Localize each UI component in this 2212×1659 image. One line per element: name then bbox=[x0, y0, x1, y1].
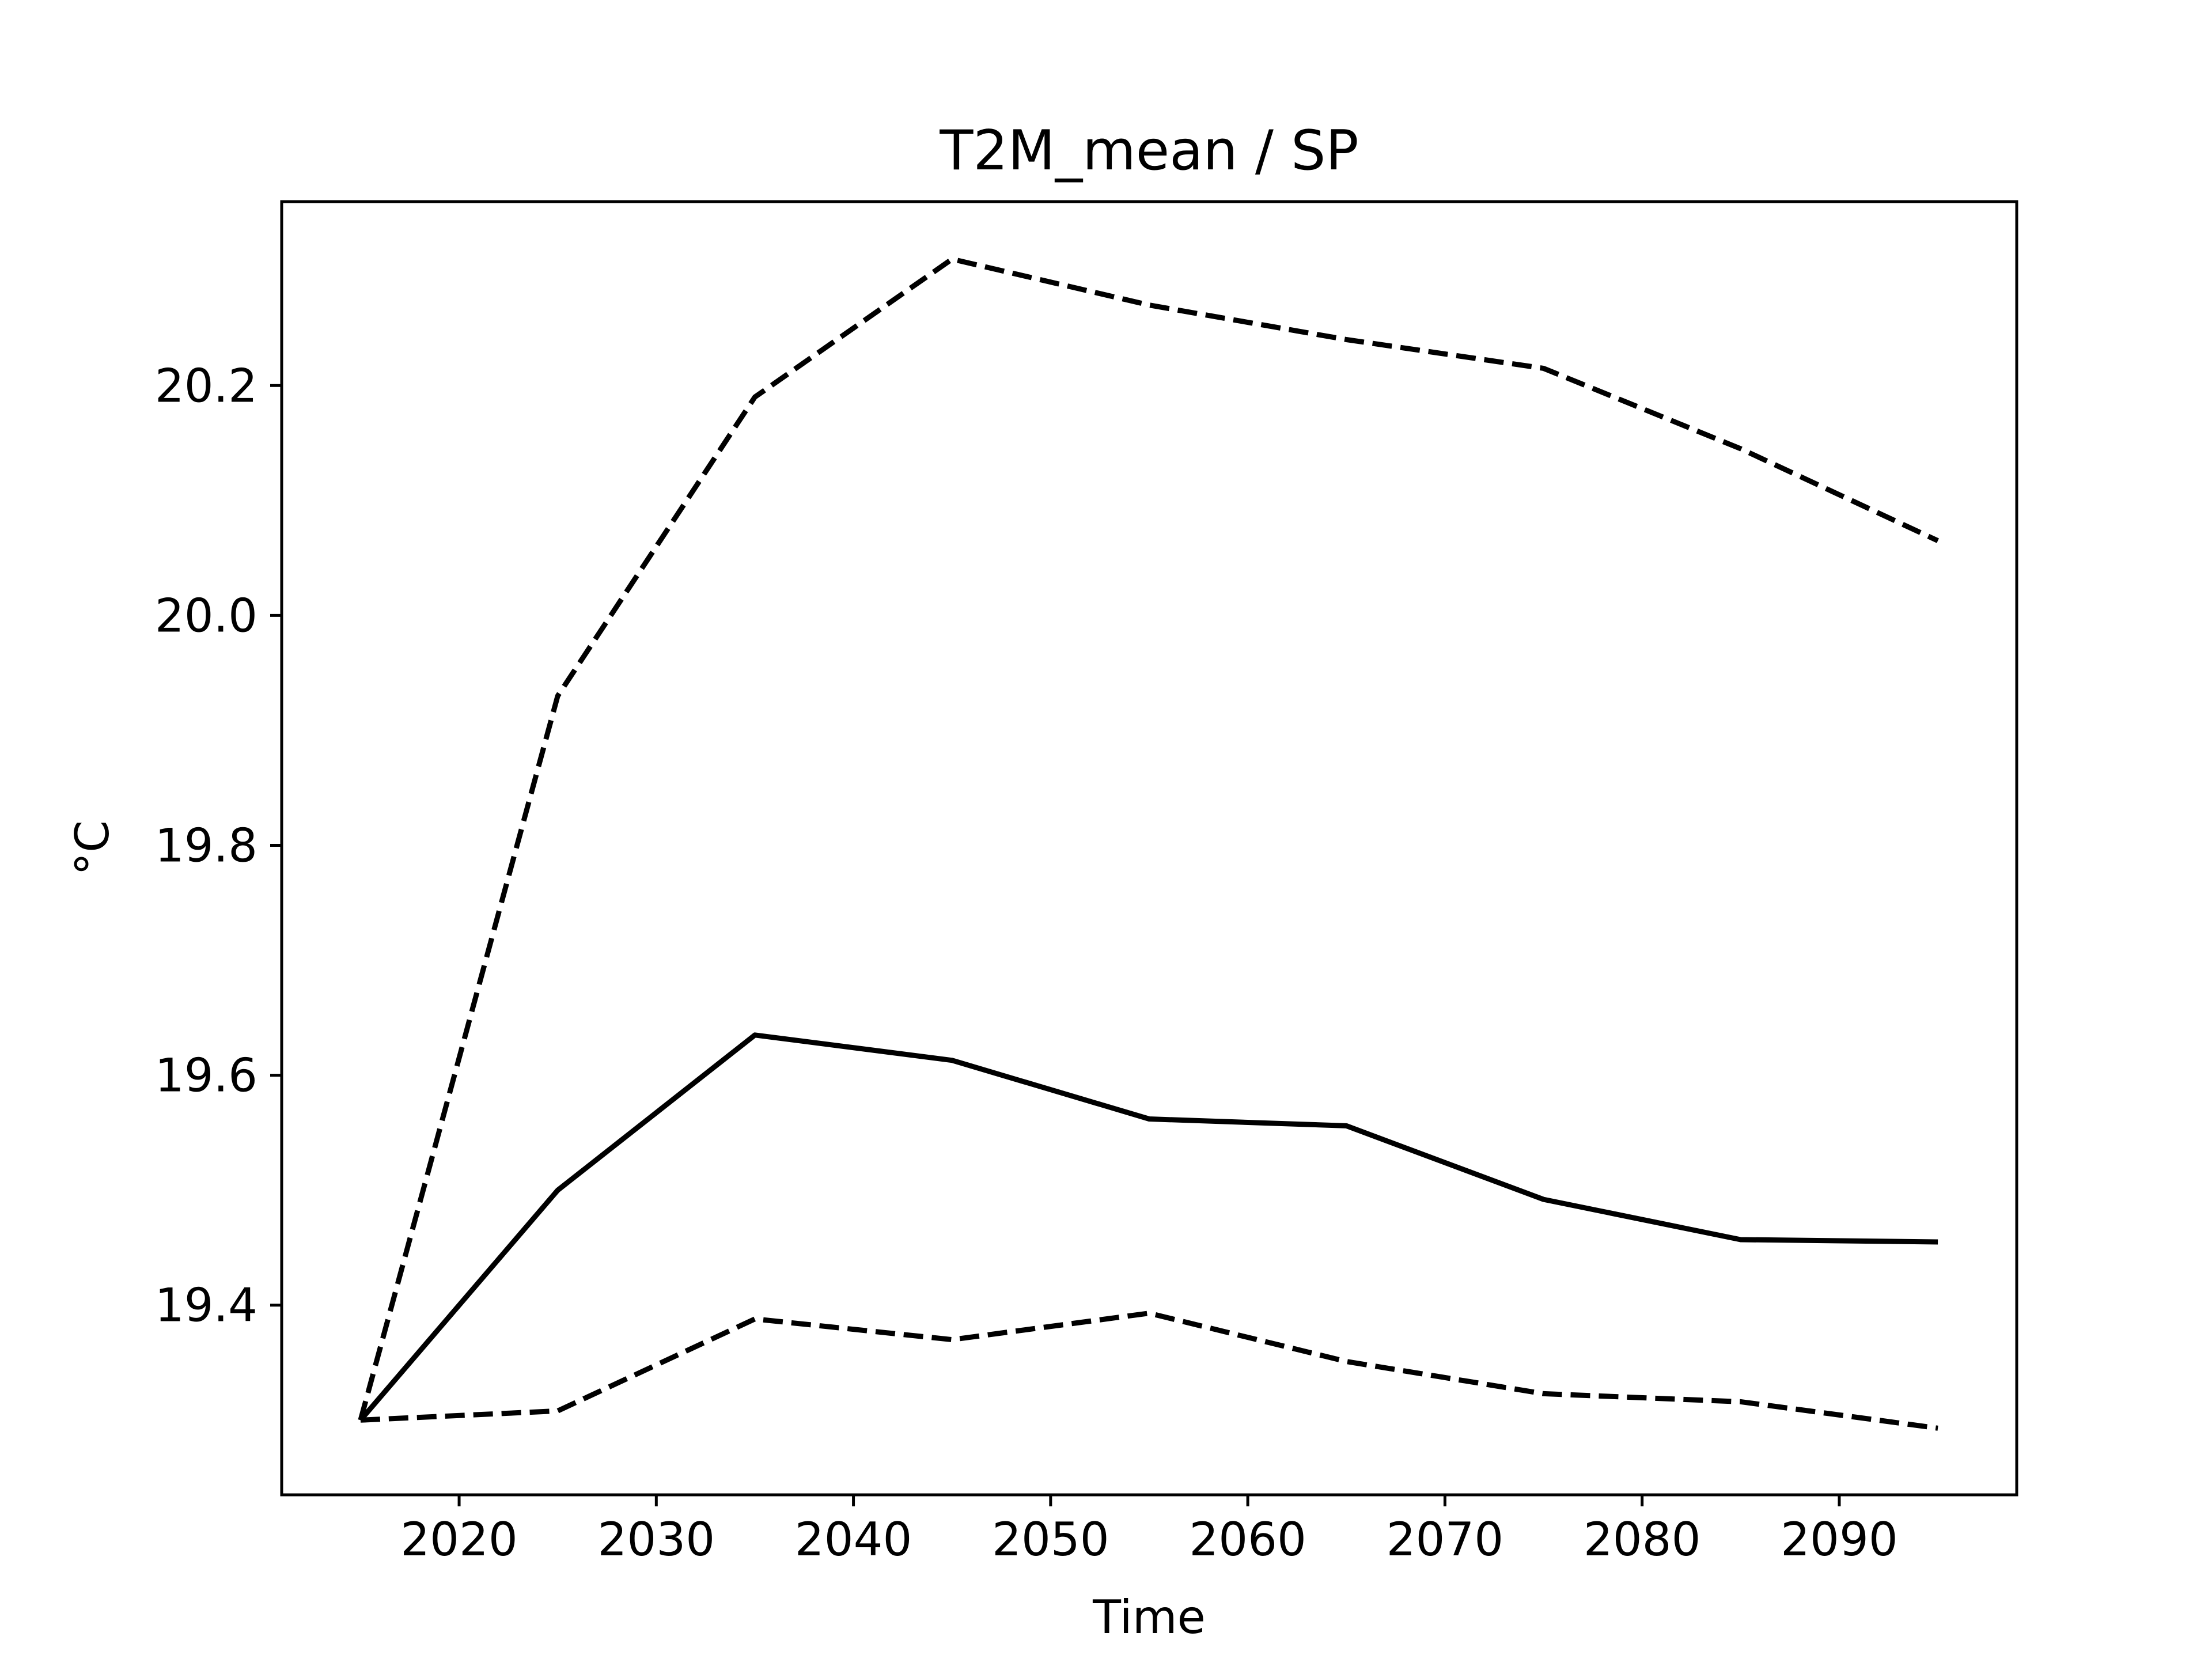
x-axis: 2020 2030 2040 2050 2060 2070 2080 2090 bbox=[400, 1495, 1898, 1566]
x-tick-label: 2060 bbox=[1189, 1513, 1306, 1566]
chart-title: T2M_mean / SP bbox=[939, 119, 1358, 183]
y-axis: 19.4 19.6 19.8 20.0 20.2 bbox=[155, 359, 282, 1332]
x-tick-label: 2050 bbox=[992, 1513, 1109, 1566]
y-tick-label: 19.6 bbox=[155, 1049, 257, 1103]
dashed-series-line-0 bbox=[358, 256, 1940, 1421]
x-tick-label: 2020 bbox=[400, 1513, 518, 1566]
solid-series-line-1 bbox=[358, 1032, 1938, 1422]
series-layer bbox=[358, 256, 1940, 1431]
plot-area-frame bbox=[280, 200, 2018, 1497]
x-tick-label: 2030 bbox=[598, 1513, 715, 1566]
x-tick-label: 2090 bbox=[1781, 1513, 1898, 1566]
x-tick-label: 2080 bbox=[1584, 1513, 1701, 1566]
y-axis-label: °C bbox=[66, 820, 119, 876]
dashed-series-line-2 bbox=[360, 1310, 1938, 1431]
x-tick-label: 2040 bbox=[795, 1513, 912, 1566]
x-axis-label: Time bbox=[1092, 1590, 1206, 1644]
y-tick-label: 20.2 bbox=[155, 359, 257, 412]
y-tick-label: 20.0 bbox=[155, 589, 257, 642]
x-tick-label: 2070 bbox=[1387, 1513, 1504, 1566]
y-tick-label: 19.4 bbox=[155, 1279, 257, 1332]
y-tick-label: 19.8 bbox=[155, 819, 257, 873]
